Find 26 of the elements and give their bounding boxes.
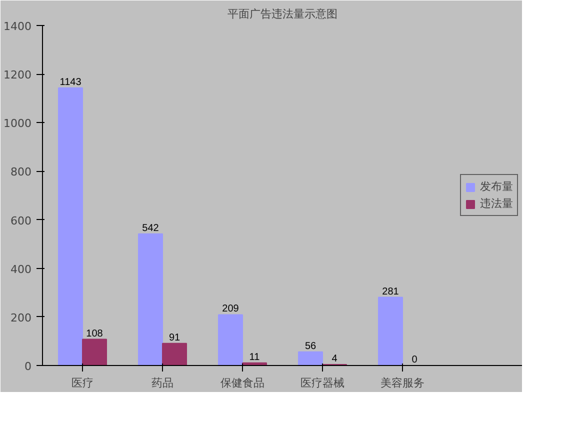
y-tick-label: 200 <box>10 311 32 324</box>
y-tick-label: 400 <box>10 262 32 276</box>
y-tick-label: 800 <box>10 166 32 179</box>
y-tick-label: 1200 <box>4 68 32 82</box>
x-tick-label: 药品 <box>152 376 174 390</box>
y-tick-label: 0 <box>24 360 32 373</box>
x-tick-label: 医疗器械 <box>300 376 344 390</box>
legend-label: 发布量 <box>480 179 513 194</box>
x-tick-label: 保健食品 <box>220 376 264 390</box>
data-label: 108 <box>86 328 104 340</box>
data-label: 91 <box>168 332 180 344</box>
data-label: 0 <box>412 354 418 366</box>
y-tick-label: 600 <box>10 214 32 228</box>
y-tick-label: 1000 <box>4 117 32 130</box>
data-label: 4 <box>332 354 338 365</box>
data-label: 542 <box>142 222 160 234</box>
data-label: 11 <box>249 352 260 363</box>
x-tick-label: 美容服务 <box>380 376 424 390</box>
data-label: 56 <box>304 340 316 352</box>
chart-title: 平面广告违法量示意图 <box>228 8 338 20</box>
data-label: 209 <box>222 304 240 315</box>
legend-label: 违法量 <box>480 196 513 211</box>
data-label: 281 <box>382 286 400 298</box>
data-label: 1143 <box>60 76 82 88</box>
x-tick-label: 医疗 <box>72 376 94 390</box>
y-tick-label: 1400 <box>4 20 32 33</box>
